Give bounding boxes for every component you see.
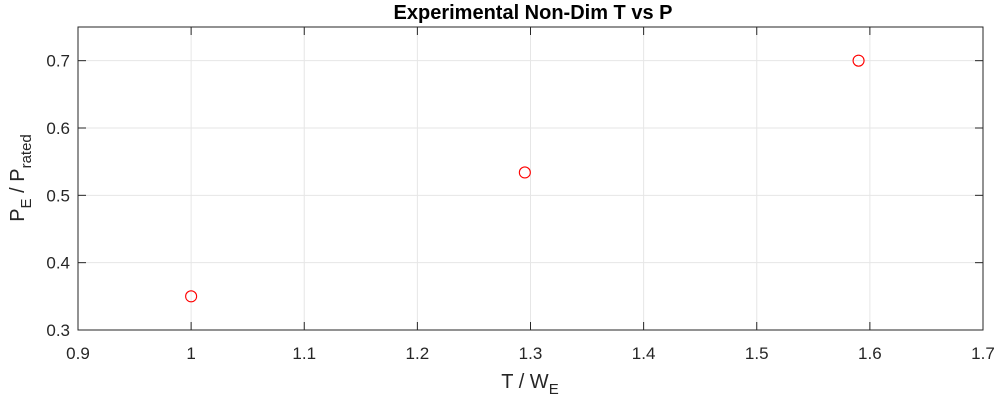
y-tick-label: 0.4 <box>46 254 70 273</box>
axis-ticks <box>77 27 984 331</box>
y-axis-label-mid: / P <box>7 168 29 198</box>
y-axis-label: PE / Prated <box>7 134 35 222</box>
x-tick-label: 1.7 <box>971 344 995 363</box>
x-tick-label: 1.2 <box>406 344 430 363</box>
x-tick-label: 1.5 <box>745 344 769 363</box>
y-tick-label: 0.3 <box>46 321 70 340</box>
x-axis-label: T / WE <box>501 371 558 398</box>
x-tick-label: 1.4 <box>632 344 656 363</box>
x-tick-label: 1.1 <box>292 344 316 363</box>
y-tick-label: 0.6 <box>46 119 70 138</box>
data-point <box>185 290 198 303</box>
y-tick-label: 0.7 <box>46 52 70 71</box>
x-axis-label-base: T / W <box>501 371 549 393</box>
y-tick-labels: 0.3 0.4 0.5 0.6 0.7 <box>46 52 70 340</box>
data-point <box>518 166 531 179</box>
data-point <box>852 54 865 67</box>
grid-lines <box>77 27 984 331</box>
y-axis-label-subscript-1: E <box>18 198 35 208</box>
x-axis-label-subscript: E <box>549 381 559 398</box>
y-axis-label-subscript-2: rated <box>18 134 35 168</box>
data-points <box>185 54 865 303</box>
x-tick-label: 0.9 <box>66 344 90 363</box>
x-tick-labels: 0.9 1 1.1 1.2 1.3 1.4 1.5 1.6 1.7 <box>66 344 995 363</box>
x-tick-label: 1.6 <box>858 344 882 363</box>
x-tick-label: 1.3 <box>519 344 543 363</box>
chart-title: Experimental Non-Dim T vs P <box>394 2 673 24</box>
y-axis-label-base: P <box>7 208 29 221</box>
y-tick-label: 0.5 <box>46 186 70 205</box>
x-tick-label: 1 <box>186 344 195 363</box>
